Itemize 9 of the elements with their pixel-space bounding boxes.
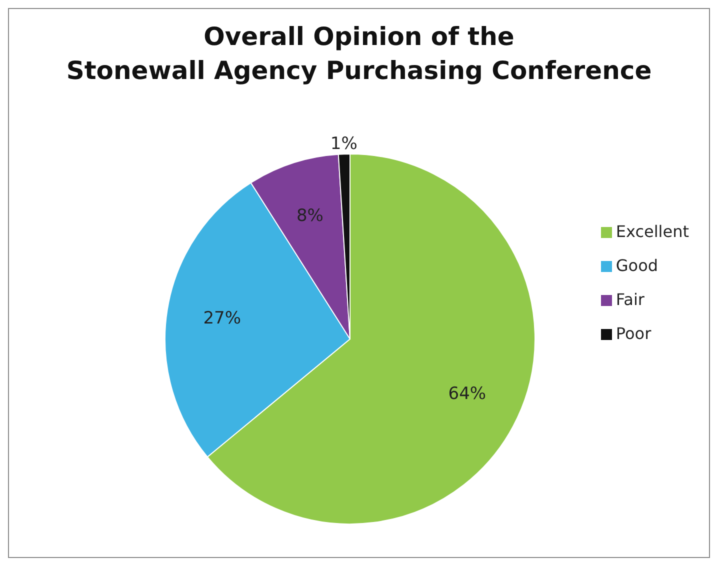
legend-label: Fair	[616, 290, 644, 309]
legend-label: Good	[616, 256, 658, 275]
data-label: 8%	[296, 206, 324, 226]
data-label: 27%	[203, 308, 241, 329]
data-label: 64%	[448, 384, 486, 404]
legend-label: Poor	[616, 324, 652, 343]
legend-label: Excellent	[616, 222, 689, 241]
chart-title: Overall Opinion of the Stonewall Agency Purchasing Conference	[66, 22, 652, 85]
data-label: 1%	[330, 134, 358, 154]
